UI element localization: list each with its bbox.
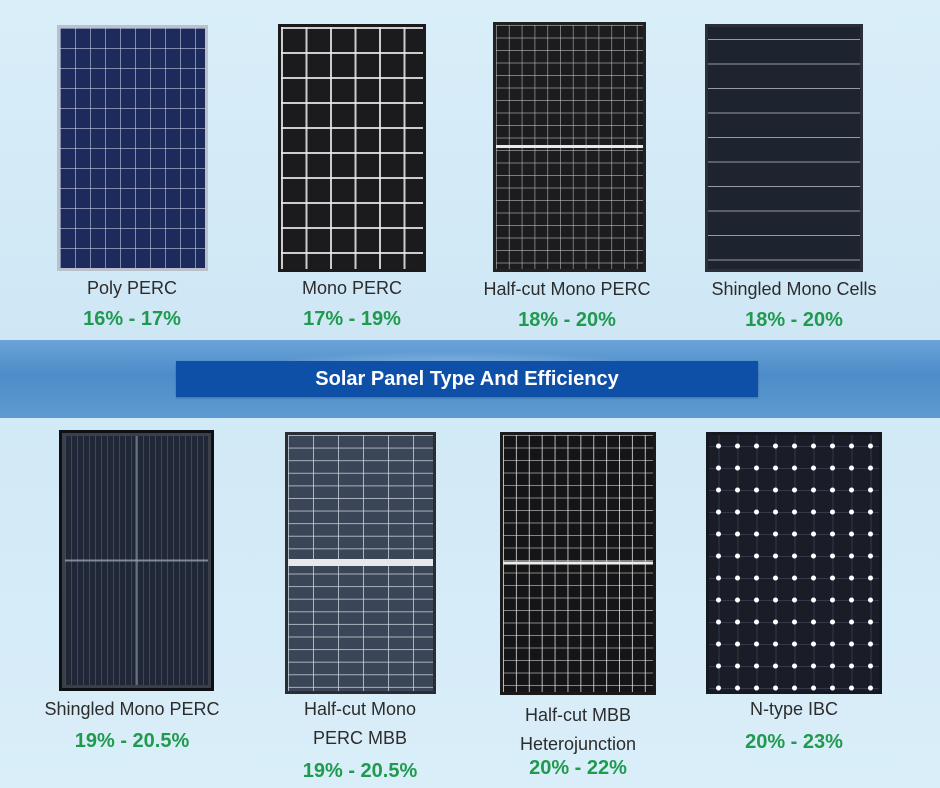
panel-label-line1: Half-cut Mono (303, 699, 417, 719)
panel-efficiency: 19% - 20.5% (302, 760, 418, 782)
panel-efficiency: 16% - 17% (83, 308, 181, 330)
poly-perc-panel-image (57, 25, 208, 271)
panel-label: Mono PERC (301, 278, 403, 298)
panel-efficiency: 18% - 20% (518, 309, 616, 331)
panel-label-line2: Heterojunction (519, 734, 637, 754)
panel-label: Shingled Mono Cells (711, 279, 877, 299)
page-title: Solar Panel Type And Efficiency (176, 361, 758, 397)
half-cut-mono-perc-mbb-panel-image (285, 432, 436, 694)
panel-label-line2: PERC MBB (312, 728, 408, 748)
panel-label: Poly PERC (86, 278, 178, 298)
panel-efficiency: 18% - 20% (745, 309, 843, 331)
panel-efficiency: 17% - 19% (303, 308, 401, 330)
panel-label: Half-cut Mono PERC (483, 279, 651, 299)
half-cut-mbb-heterojunction-panel-image (500, 432, 656, 695)
panel-efficiency: 20% - 23% (745, 731, 843, 753)
panel-label: Shingled Mono PERC (44, 699, 220, 719)
panel-label-line1: Half-cut MBB (524, 705, 632, 725)
shingled-mono-cells-panel-image (705, 24, 863, 272)
panel-label: N-type IBC (749, 699, 839, 719)
panel-efficiency: 20% - 22% (529, 757, 627, 779)
mono-perc-panel-image (278, 24, 426, 272)
n-type-ibc-panel-image (706, 432, 882, 694)
half-cut-mono-perc-panel-image (493, 22, 646, 272)
panel-efficiency: 19% - 20.5% (74, 730, 190, 752)
shingled-mono-perc-panel-image (59, 430, 214, 691)
